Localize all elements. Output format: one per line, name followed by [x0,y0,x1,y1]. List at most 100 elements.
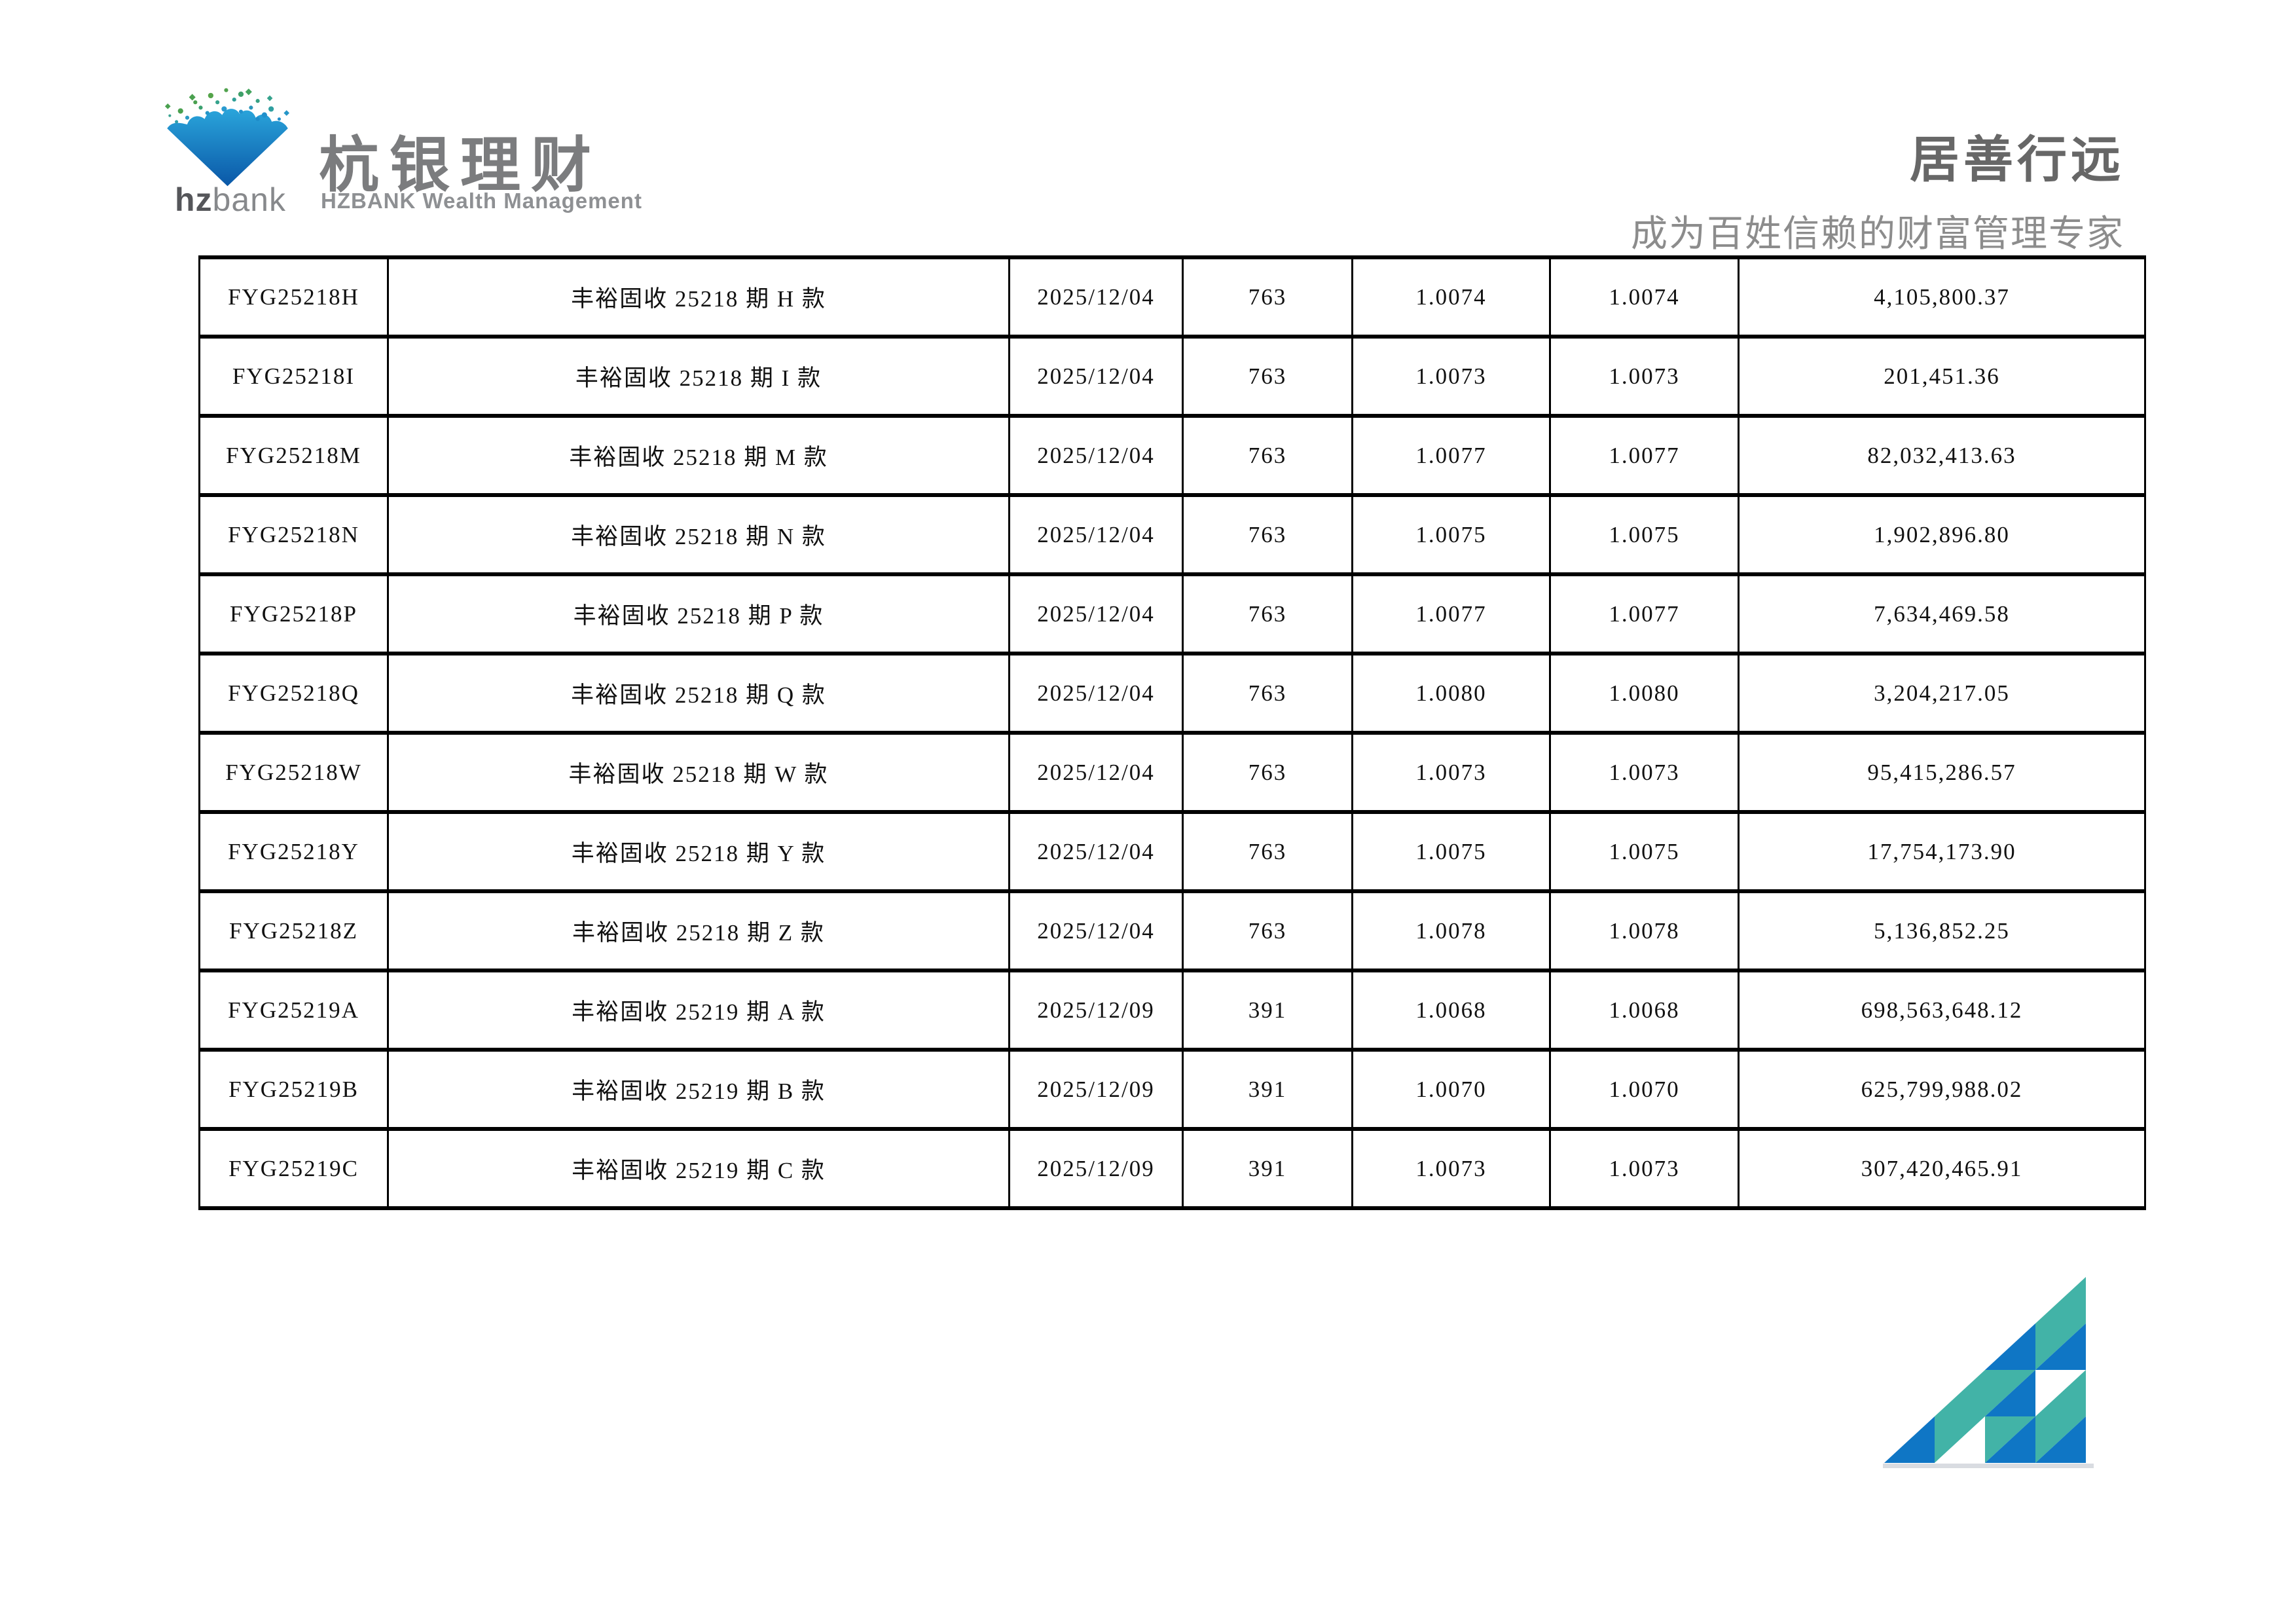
products-table: FYG25218H 丰裕固收 25218 期 H 款 2025/12/04 76… [198,255,2146,1210]
amount-cell: 625,799,988.02 [1738,1048,2146,1131]
table-row: FYG25218M 丰裕固收 25218 期 M 款 2025/12/04 76… [198,414,2146,497]
nav-cell: 1.0074 [1351,255,1551,339]
date-cell: 2025/12/04 [1008,493,1184,576]
date-cell: 2025/12/04 [1008,335,1184,418]
product-name-cell: 丰裕固收 25218 期 P 款 [387,572,1010,655]
amount-cell: 4,105,800.37 [1738,255,2146,339]
cumulative-nav-cell: 1.0073 [1549,335,1740,418]
nav-cell: 1.0070 [1351,1048,1551,1131]
term-days-cell: 763 [1182,572,1353,655]
cumulative-nav-cell: 1.0077 [1549,414,1740,497]
triangle-baseline [1883,1464,2094,1468]
product-name-cell: 丰裕固收 25218 期 H 款 [387,255,1010,339]
cumulative-nav-cell: 1.0073 [1549,1127,1740,1210]
amount-cell: 7,634,469.58 [1738,572,2146,655]
date-cell: 2025/12/09 [1008,1127,1184,1210]
amount-cell: 1,902,896.80 [1738,493,2146,576]
amount-cell: 82,032,413.63 [1738,414,2146,497]
nav-cell: 1.0075 [1351,810,1551,893]
cumulative-nav-cell: 1.0075 [1549,493,1740,576]
product-name-cell: 丰裕固收 25218 期 W 款 [387,731,1010,814]
nav-cell: 1.0073 [1351,731,1551,814]
term-days-cell: 391 [1182,969,1353,1052]
hzbank-logo: hzbank [160,84,295,218]
date-cell: 2025/12/09 [1008,969,1184,1052]
slogan: 居善行远 成为百姓信赖的财富管理专家 [1631,119,2124,257]
term-days-cell: 763 [1182,255,1353,339]
slogan-sub: 成为百姓信赖的财富管理专家 [1631,213,2124,254]
table-row: FYG25218H 丰裕固收 25218 期 H 款 2025/12/04 76… [198,255,2146,339]
slogan-main: 居善行远 [1910,132,2124,188]
logo-wordmark: hzbank [175,181,286,219]
date-cell: 2025/12/09 [1008,1048,1184,1131]
date-cell: 2025/12/04 [1008,255,1184,339]
nav-cell: 1.0068 [1351,969,1551,1052]
amount-cell: 307,420,465.91 [1738,1127,2146,1210]
amount-cell: 5,136,852.25 [1738,889,2146,972]
brand-name-cn: 杭银理财 [319,132,602,199]
product-code-cell: FYG25218M [198,414,389,497]
table-row: FYG25218Q 丰裕固收 25218 期 Q 款 2025/12/04 76… [198,652,2146,735]
triangle-mosaic-icon [1883,1277,2094,1468]
cumulative-nav-cell: 1.0075 [1549,810,1740,893]
date-cell: 2025/12/04 [1008,810,1184,893]
product-code-cell: FYG25219A [198,969,389,1052]
cumulative-nav-cell: 1.0078 [1549,889,1740,972]
hzbank-logo-icon [164,88,290,187]
product-code-cell: FYG25218Y [198,810,389,893]
cumulative-nav-cell: 1.0077 [1549,572,1740,655]
term-days-cell: 391 [1182,1048,1353,1131]
product-code-cell: FYG25218P [198,572,389,655]
term-days-cell: 763 [1182,414,1353,497]
term-days-cell: 391 [1182,1127,1353,1210]
brand-name-en: HZBANK Wealth Management [321,189,642,213]
amount-cell: 95,415,286.57 [1738,731,2146,814]
nav-cell: 1.0078 [1351,889,1551,972]
product-name-cell: 丰裕固收 25218 期 Z 款 [387,889,1010,972]
date-cell: 2025/12/04 [1008,889,1184,972]
nav-cell: 1.0077 [1351,414,1551,497]
nav-cell: 1.0073 [1351,1127,1551,1210]
table-row: FYG25218W 丰裕固收 25218 期 W 款 2025/12/04 76… [198,731,2146,814]
product-name-cell: 丰裕固收 25218 期 N 款 [387,493,1010,576]
date-cell: 2025/12/04 [1008,652,1184,735]
date-cell: 2025/12/04 [1008,572,1184,655]
product-code-cell: FYG25218H [198,255,389,339]
product-name-cell: 丰裕固收 25219 期 C 款 [387,1127,1010,1210]
table-row: FYG25219C 丰裕固收 25219 期 C 款 2025/12/09 39… [198,1127,2146,1210]
product-code-cell: FYG25218Q [198,652,389,735]
product-code-cell: FYG25219C [198,1127,389,1210]
table-row: FYG25219B 丰裕固收 25219 期 B 款 2025/12/09 39… [198,1048,2146,1131]
cumulative-nav-cell: 1.0080 [1549,652,1740,735]
table-row: FYG25218I 丰裕固收 25218 期 I 款 2025/12/04 76… [198,335,2146,418]
date-cell: 2025/12/04 [1008,731,1184,814]
product-name-cell: 丰裕固收 25218 期 Y 款 [387,810,1010,893]
cumulative-nav-cell: 1.0068 [1549,969,1740,1052]
logo-wordmark-bank: bank [212,181,286,218]
amount-cell: 3,204,217.05 [1738,652,2146,735]
table-row: FYG25218P 丰裕固收 25218 期 P 款 2025/12/04 76… [198,572,2146,655]
product-name-cell: 丰裕固收 25218 期 Q 款 [387,652,1010,735]
amount-cell: 698,563,648.12 [1738,969,2146,1052]
nav-cell: 1.0075 [1351,493,1551,576]
table-row: FYG25218Y 丰裕固收 25218 期 Y 款 2025/12/04 76… [198,810,2146,893]
term-days-cell: 763 [1182,493,1353,576]
table-row: FYG25218Z 丰裕固收 25218 期 Z 款 2025/12/04 76… [198,889,2146,972]
nav-cell: 1.0073 [1351,335,1551,418]
nav-cell: 1.0077 [1351,572,1551,655]
product-name-cell: 丰裕固收 25218 期 M 款 [387,414,1010,497]
product-code-cell: FYG25218W [198,731,389,814]
term-days-cell: 763 [1182,652,1353,735]
product-code-cell: FYG25219B [198,1048,389,1131]
nav-cell: 1.0080 [1351,652,1551,735]
product-code-cell: FYG25218N [198,493,389,576]
product-code-cell: FYG25218Z [198,889,389,972]
cumulative-nav-cell: 1.0073 [1549,731,1740,814]
product-name-cell: 丰裕固收 25219 期 A 款 [387,969,1010,1052]
product-name-cell: 丰裕固收 25219 期 B 款 [387,1048,1010,1131]
logo-wordmark-hz: hz [175,181,213,218]
product-code-cell: FYG25218I [198,335,389,418]
product-name-cell: 丰裕固收 25218 期 I 款 [387,335,1010,418]
table-row: FYG25218N 丰裕固收 25218 期 N 款 2025/12/04 76… [198,493,2146,576]
